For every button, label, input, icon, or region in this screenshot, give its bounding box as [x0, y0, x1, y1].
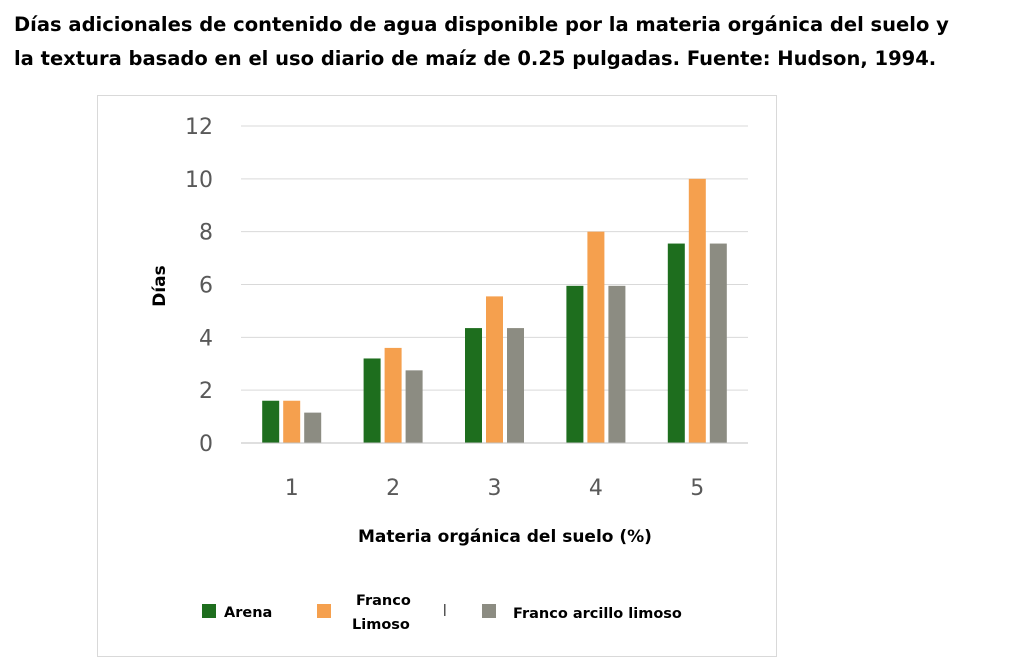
bar-franco-arcillo-limoso-3: [507, 328, 524, 443]
legend-label-franco-limoso-line2: Limoso: [352, 617, 410, 633]
y-tick-label: 4: [199, 326, 213, 351]
bar-franco-arcillo-limoso-1: [304, 412, 322, 443]
legend-label-franco-arcillo-limoso: Franco arcillo limoso: [513, 606, 682, 622]
bar-franco-limoso-4: [587, 231, 605, 443]
bar-arena-4: [566, 285, 584, 443]
legend-label-arena: Arena: [224, 605, 272, 621]
legend-swatch-franco-arcillo-limoso: [482, 604, 496, 618]
x-axis-ticks: 1 2 3 4 5: [285, 476, 705, 501]
legend: Arena Franco Limoso Franco arcillo limos…: [202, 593, 682, 633]
x-tick-label: 5: [690, 476, 704, 501]
bar-arena-5: [667, 243, 685, 443]
bar-franco-limoso-3: [486, 296, 503, 443]
y-tick-label: 6: [199, 274, 213, 299]
y-tick-label: 8: [199, 221, 213, 246]
legend-separator: [444, 604, 446, 616]
y-tick-label: 12: [185, 115, 213, 140]
bars: [262, 178, 727, 443]
chart-title: Días adicionales de contenido de agua di…: [14, 8, 1014, 76]
y-tick-label: 2: [199, 379, 213, 404]
y-tick-label: 10: [185, 168, 213, 193]
chart-title-line-1: Días adicionales de contenido de agua di…: [14, 13, 949, 36]
x-tick-label: 1: [285, 476, 299, 501]
x-tick-label: 4: [589, 476, 603, 501]
bar-arena-2: [363, 358, 381, 443]
y-axis-ticks: 0 2 4 6 8 10 12: [185, 115, 213, 457]
bar-franco-arcillo-limoso-4: [608, 285, 626, 443]
bar-franco-limoso-2: [384, 347, 402, 443]
bar-arena-3: [465, 328, 482, 443]
legend-swatch-arena: [202, 604, 216, 618]
bar-franco-arcillo-limoso-2: [405, 370, 423, 443]
legend-label-franco-limoso-line1: Franco: [356, 593, 411, 609]
y-tick-label: 0: [199, 432, 213, 457]
bar-franco-arcillo-limoso-5: [709, 243, 727, 443]
x-tick-label: 3: [488, 476, 502, 501]
x-axis-label: Materia orgánica del suelo (%): [358, 527, 652, 547]
bar-franco-limoso-1: [283, 400, 301, 443]
x-tick-label: 2: [386, 476, 400, 501]
y-axis-label: Días: [150, 265, 170, 307]
bar-franco-limoso-5: [688, 178, 706, 443]
chart-title-line-2: la textura basado en el uso diario de ma…: [14, 47, 937, 70]
legend-swatch-franco-limoso: [317, 604, 331, 618]
gridlines: [241, 125, 748, 391]
bar-arena-1: [262, 400, 280, 443]
